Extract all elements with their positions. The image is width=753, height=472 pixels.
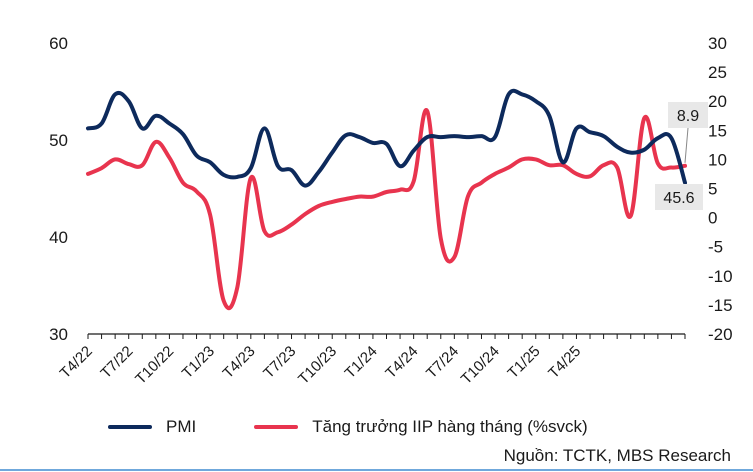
callout-label-pmi: 45.6 — [663, 190, 694, 207]
x-tick-label: T4/24 — [382, 343, 421, 382]
x-tick-label: T1/23 — [179, 343, 218, 382]
left-tick-label: 60 — [49, 34, 68, 53]
right-tick-label: 0 — [708, 209, 717, 228]
pmi-series-line — [86, 88, 687, 188]
iip-series-line — [86, 108, 687, 311]
left-axis-ticks: 60 50 40 30 — [49, 34, 68, 344]
x-tick-label: T4/25 — [545, 343, 584, 382]
x-tick-label: T4/23 — [220, 343, 259, 382]
legend-item-pmi: PMI — [108, 417, 196, 437]
iip-swatch — [254, 425, 299, 429]
x-tick-label: T1/24 — [342, 343, 381, 382]
right-tick-label: 25 — [708, 63, 727, 82]
callout-label-iip: 8.9 — [677, 108, 699, 125]
callout-box-iip — [668, 102, 708, 128]
legend-item-iip: Tăng trưởng IIP hàng tháng (%svck) — [254, 417, 588, 437]
bottom-divider — [0, 469, 753, 471]
x-tick-label: T7/22 — [97, 343, 136, 382]
right-tick-label: -10 — [708, 267, 733, 286]
right-tick-label: 15 — [708, 121, 727, 140]
source-note: Nguồn: TCTK, MBS Research — [503, 446, 731, 465]
right-tick-label: 5 — [708, 180, 717, 199]
x-tick-label: T10/24 — [458, 343, 503, 388]
right-tick-label: -15 — [708, 296, 733, 315]
left-tick-label: 40 — [49, 228, 68, 247]
x-tick-label: T7/24 — [423, 343, 462, 382]
callout-leader-iip — [684, 127, 689, 163]
legend: PMI Tăng trưởng IIP hàng tháng (%svck) — [108, 417, 646, 437]
right-tick-label: 20 — [708, 92, 727, 111]
iip-legend-label: Tăng trưởng IIP hàng tháng (%svck) — [312, 417, 588, 436]
x-tick-label: T10/22 — [132, 343, 177, 388]
right-tick-label: 30 — [708, 34, 727, 53]
x-tick-label: T4/22 — [57, 343, 96, 382]
right-tick-label: 10 — [708, 150, 727, 169]
pmi-legend-label: PMI — [166, 417, 197, 436]
x-tick-label: T1/25 — [504, 343, 543, 382]
callout-box-pmi — [655, 184, 703, 210]
callouts: 8.9 45.6 — [655, 102, 708, 210]
right-tick-label: -20 — [708, 325, 733, 344]
right-axis-ticks: 30 25 20 15 10 5 0 -5 -10 -15 -20 — [708, 34, 733, 344]
right-tick-label: -5 — [708, 238, 723, 257]
left-tick-label: 30 — [49, 325, 68, 344]
left-tick-label: 50 — [49, 131, 68, 150]
x-tick-label: T10/23 — [295, 343, 340, 388]
x-tick-label: T7/23 — [260, 343, 299, 382]
pmi-swatch — [108, 425, 152, 429]
